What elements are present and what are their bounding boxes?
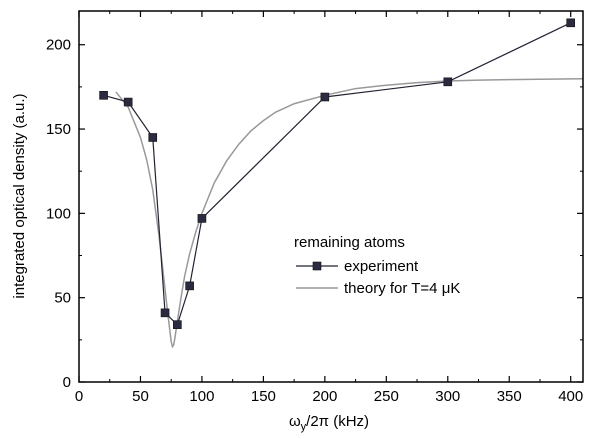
series-theory-line: [115, 78, 584, 349]
experiment-point: [566, 18, 576, 28]
x-axis-title: ωy/2π (kHz): [289, 413, 369, 433]
experiment-point: [173, 320, 182, 329]
legend-theory-label: theory for T=4 μK: [344, 280, 460, 297]
x-tick-label-350: 350: [497, 388, 522, 405]
x-axis-title-rest: /2π (kHz): [306, 413, 369, 430]
legend-title: remaining atoms: [294, 234, 405, 251]
y-tick-label-100: 100: [46, 205, 71, 222]
x-tick-label-100: 100: [189, 388, 214, 405]
y-tick-label-0: 0: [63, 374, 71, 391]
x-tick-label-50: 50: [132, 388, 149, 405]
legend-experiment-label: experiment: [344, 258, 419, 275]
x-axis-title-subscript: y: [301, 421, 307, 433]
plot-frame: [78, 10, 584, 383]
y-tick-label-50: 50: [54, 290, 71, 307]
x-axis: 0 50 100 150 200 250 300 350 400: [75, 11, 583, 405]
experiment-point: [148, 133, 158, 142]
plot-area: [99, 18, 584, 349]
x-tick-label-0: 0: [75, 388, 83, 405]
experiment-point: [320, 92, 330, 102]
experiment-point: [197, 214, 207, 223]
x-tick-label-150: 150: [251, 388, 276, 405]
x-tick-label-200: 200: [312, 388, 337, 405]
experiment-point: [99, 91, 108, 100]
experiment-point: [123, 97, 133, 107]
y-axis-title: integrated optical density (a.u.): [11, 93, 28, 298]
experiment-point: [185, 281, 194, 291]
x-tick-label-400: 400: [558, 388, 583, 405]
x-tick-label-250: 250: [374, 388, 399, 405]
x-tick-label-300: 300: [435, 388, 460, 405]
y-tick-label-200: 200: [46, 37, 71, 54]
y-axis: 0 50 100 150 200: [46, 37, 583, 391]
experiment-point: [443, 77, 453, 87]
legend-experiment-marker: [312, 261, 322, 271]
series-experiment-line: [103, 22, 571, 326]
y-tick-label-150: 150: [46, 121, 71, 138]
legend: remaining atoms experiment theory for T=…: [294, 234, 460, 297]
experiment-point: [160, 308, 170, 318]
